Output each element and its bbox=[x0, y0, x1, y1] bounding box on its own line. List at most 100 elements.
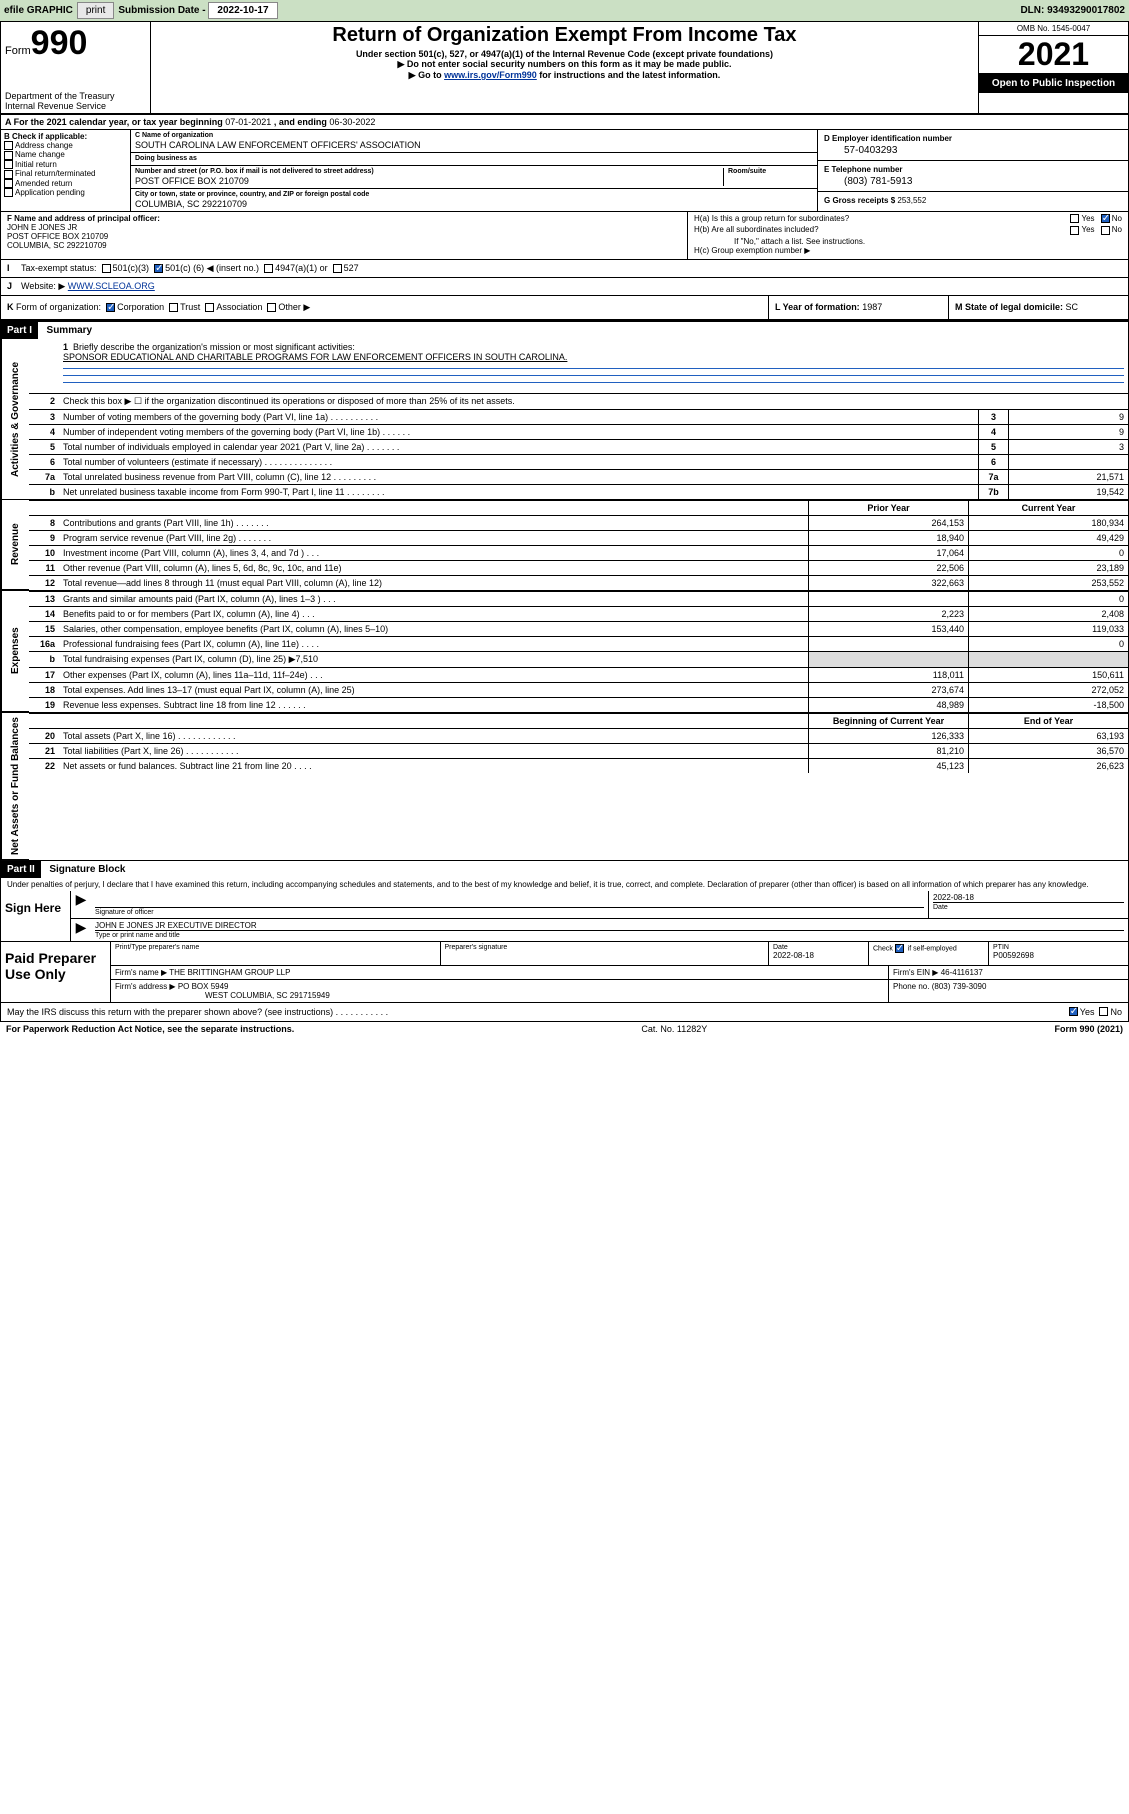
line-7a: 7aTotal unrelated business revenue from … bbox=[29, 470, 1128, 485]
preparer-date: 2022-08-18 bbox=[773, 951, 864, 960]
part2-header-row: Part II Signature Block bbox=[0, 861, 1129, 878]
officer-sign-date: 2022-08-18 bbox=[933, 893, 1124, 902]
line-17: 17Other expenses (Part IX, column (A), l… bbox=[29, 668, 1128, 683]
period-row: A For the 2021 calendar year, or tax yea… bbox=[0, 115, 1129, 130]
checkbox-corp[interactable] bbox=[106, 303, 115, 312]
dln: DLN: 93493290017802 bbox=[1020, 5, 1125, 16]
sign-here-block: Sign Here ▶ Signature of officer 2022-08… bbox=[0, 891, 1129, 942]
may-irs-discuss: May the IRS discuss this return with the… bbox=[0, 1003, 1129, 1022]
line-4: 4Number of independent voting members of… bbox=[29, 425, 1128, 440]
box-f: F Name and address of principal officer:… bbox=[1, 212, 688, 259]
mission-text: SPONSOR EDUCATIONAL AND CHARITABLE PROGR… bbox=[63, 352, 567, 362]
line-7b: bNet unrelated business taxable income f… bbox=[29, 485, 1128, 499]
summary-revenue: Revenue Prior YearCurrent Year 8Contribu… bbox=[0, 500, 1129, 591]
line-13: 13Grants and similar amounts paid (Part … bbox=[29, 592, 1128, 607]
summary-governance: Activities & Governance 1 Briefly descri… bbox=[0, 339, 1129, 500]
line-20: 20Total assets (Part X, line 16) . . . .… bbox=[29, 729, 1128, 744]
efile-label: efile GRAPHIC bbox=[4, 5, 73, 16]
omb-number: OMB No. 1545-0047 bbox=[979, 22, 1128, 36]
checkbox-hb-yes[interactable] bbox=[1070, 226, 1079, 235]
checkbox-initial-return[interactable] bbox=[4, 160, 13, 169]
line-1: 1 Briefly describe the organization's mi… bbox=[29, 339, 1128, 394]
sidebar-governance: Activities & Governance bbox=[1, 339, 29, 499]
checkbox-501c[interactable] bbox=[154, 264, 163, 273]
efile-toolbar: efile GRAPHIC print Submission Date - 20… bbox=[0, 0, 1129, 21]
part1-header: Part I bbox=[1, 322, 38, 339]
checkbox-final-return[interactable] bbox=[4, 170, 13, 179]
entity-right: D Employer identification number 57-0403… bbox=[818, 130, 1128, 211]
firm-addr1: PO BOX 5949 bbox=[178, 982, 229, 991]
checkbox-self-employed[interactable] bbox=[895, 944, 904, 953]
part1-header-row: Part I Summary bbox=[0, 321, 1129, 339]
checkbox-other[interactable] bbox=[267, 303, 276, 312]
line-11: 11Other revenue (Part VIII, column (A), … bbox=[29, 561, 1128, 576]
checkbox-501c3[interactable] bbox=[102, 264, 111, 273]
checkbox-ha-yes[interactable] bbox=[1070, 214, 1079, 223]
checkbox-amended[interactable] bbox=[4, 179, 13, 188]
firm-addr2: WEST COLUMBIA, SC 291715949 bbox=[115, 991, 330, 1000]
line-22: 22Net assets or fund balances. Subtract … bbox=[29, 759, 1128, 773]
arrow-icon: ▶ bbox=[71, 919, 91, 941]
entity-block: B Check if applicable: Address change Na… bbox=[0, 130, 1129, 212]
row-k: K Form of organization: Corporation Trus… bbox=[0, 296, 1129, 321]
ptin: P00592698 bbox=[993, 951, 1124, 960]
telephone: (803) 781-5913 bbox=[824, 176, 1122, 187]
arrow-icon: ▶ bbox=[71, 891, 91, 918]
print-button[interactable]: print bbox=[77, 2, 114, 19]
checkbox-ha-no[interactable] bbox=[1101, 214, 1110, 223]
line-19: 19Revenue less expenses. Subtract line 1… bbox=[29, 698, 1128, 712]
boy-eoy-header: Beginning of Current YearEnd of Year bbox=[29, 714, 1128, 729]
line-12: 12Total revenue—add lines 8 through 11 (… bbox=[29, 576, 1128, 590]
instructions-link[interactable]: www.irs.gov/Form990 bbox=[444, 70, 537, 80]
line-16b: bTotal fundraising expenses (Part IX, co… bbox=[29, 652, 1128, 668]
line-3: 3Number of voting members of the governi… bbox=[29, 410, 1128, 425]
ein: 57-0403293 bbox=[824, 145, 1122, 156]
prior-current-header: Prior YearCurrent Year bbox=[29, 500, 1128, 516]
submission-label: Submission Date - 2022-10-17 bbox=[118, 5, 285, 16]
firm-name: THE BRITTINGHAM GROUP LLP bbox=[169, 968, 290, 977]
checkbox-trust[interactable] bbox=[169, 303, 178, 312]
checkbox-app-pending[interactable] bbox=[4, 188, 13, 197]
officer-name-title: JOHN E JONES JR EXECUTIVE DIRECTOR bbox=[95, 921, 1124, 930]
box-c: C Name of organization SOUTH CAROLINA LA… bbox=[131, 130, 818, 211]
checkbox-discuss-no[interactable] bbox=[1099, 1007, 1108, 1016]
checkbox-527[interactable] bbox=[333, 264, 342, 273]
checkbox-assoc[interactable] bbox=[205, 303, 214, 312]
row-i: I Tax-exempt status: 501(c)(3) 501(c) (6… bbox=[0, 260, 1129, 278]
checkbox-name-change[interactable] bbox=[4, 151, 13, 160]
checkbox-discuss-yes[interactable] bbox=[1069, 1007, 1078, 1016]
line-6: 6Total number of volunteers (estimate if… bbox=[29, 455, 1128, 470]
preparer-row1: Print/Type preparer's name Preparer's si… bbox=[111, 942, 1128, 966]
line-5: 5Total number of individuals employed in… bbox=[29, 440, 1128, 455]
header-center: Return of Organization Exempt From Incom… bbox=[151, 22, 978, 113]
sidebar-expenses: Expenses bbox=[1, 591, 29, 712]
org-street: POST OFFICE BOX 210709 bbox=[135, 176, 723, 186]
sign-here-label: Sign Here bbox=[1, 891, 71, 941]
page-footer: For Paperwork Reduction Act Notice, see … bbox=[0, 1022, 1129, 1036]
website-link[interactable]: WWW.SCLEOA.ORG bbox=[68, 281, 155, 291]
part2-header: Part II bbox=[1, 861, 41, 878]
sidebar-revenue: Revenue bbox=[1, 500, 29, 590]
signature-intro: Under penalties of perjury, I declare th… bbox=[0, 878, 1129, 891]
line-2: 2Check this box ▶ ☐ if the organization … bbox=[29, 394, 1128, 410]
preparer-firm-addr-row: Firm's address ▶ PO BOX 5949 WEST COLUMB… bbox=[111, 980, 1128, 1002]
firm-ein: 46-4116137 bbox=[941, 968, 983, 977]
line-10: 10Investment income (Part VIII, column (… bbox=[29, 546, 1128, 561]
org-name: SOUTH CAROLINA LAW ENFORCEMENT OFFICERS'… bbox=[135, 140, 813, 150]
line-15: 15Salaries, other compensation, employee… bbox=[29, 622, 1128, 637]
checkbox-4947[interactable] bbox=[264, 264, 273, 273]
line-9: 9Program service revenue (Part VIII, lin… bbox=[29, 531, 1128, 546]
form-header: Form990 Department of the Treasury Inter… bbox=[0, 21, 1129, 115]
checkbox-address-change[interactable] bbox=[4, 141, 13, 150]
header-right: OMB No. 1545-0047 2021 Open to Public In… bbox=[978, 22, 1128, 113]
box-h: H(a) Is this a group return for subordin… bbox=[688, 212, 1128, 259]
open-to-public: Open to Public Inspection bbox=[979, 74, 1128, 93]
checkbox-hb-no[interactable] bbox=[1101, 226, 1110, 235]
sidebar-netassets: Net Assets or Fund Balances bbox=[1, 713, 29, 860]
officer-name: JOHN E JONES JR bbox=[7, 223, 681, 232]
line-18: 18Total expenses. Add lines 13–17 (must … bbox=[29, 683, 1128, 698]
org-city: COLUMBIA, SC 292210709 bbox=[135, 199, 813, 209]
submission-date: 2022-10-17 bbox=[208, 2, 277, 19]
line-8: 8Contributions and grants (Part VIII, li… bbox=[29, 516, 1128, 531]
line-14: 14Benefits paid to or for members (Part … bbox=[29, 607, 1128, 622]
